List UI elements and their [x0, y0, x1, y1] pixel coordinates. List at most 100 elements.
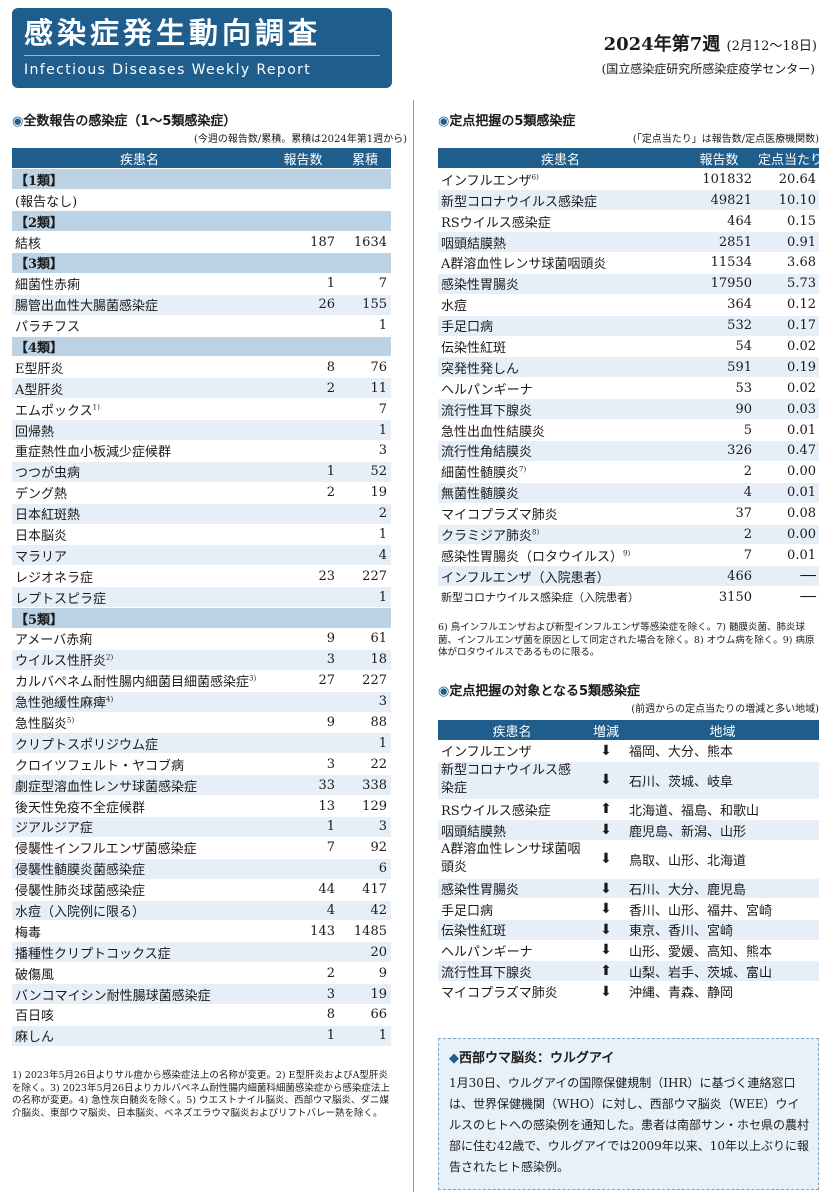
disease-name-text: 伝染性紅斑: [441, 340, 507, 356]
table-row: 劇症型溶血性レンサ球菌感染症 33 338: [12, 774, 391, 796]
per-sentinel: 0.08: [787, 506, 816, 522]
report-count: 13: [318, 798, 335, 814]
cumulative-count: 417: [362, 882, 387, 898]
disease-name-text: レプトスピラ症: [15, 591, 107, 607]
cumulative-count: 3: [378, 443, 387, 459]
disease-name: レプトスピラ症: [12, 586, 267, 608]
report-count: 33: [267, 774, 339, 796]
disease-name: パラチフス: [12, 315, 267, 336]
circle-bullet-icon: ◉: [438, 684, 450, 699]
disease-name-text: E型肝炎: [15, 361, 64, 377]
footnote-ref: 7): [519, 465, 527, 474]
news-text: 1月30日、ウルグアイの国際保健規制（IHR）に基づく連絡窓口は、世界保健機関（…: [449, 1076, 810, 1174]
table-row: ヘルパンギーナ ⬇ 山形、愛媛、高知、熊本: [438, 940, 819, 961]
disease-name: 新型コロナウイルス感染症: [438, 761, 586, 800]
table-row: アメーバ赤痢 9 61: [12, 628, 391, 650]
table-row: 新型コロナウイルス感染症 ⬇ 石川、茨城、岐阜: [438, 761, 819, 800]
report-count: 2: [683, 524, 755, 545]
cumulative-count: 1: [339, 732, 391, 754]
report-count: 3150: [718, 589, 752, 605]
table-row: 急性出血性結膜炎 5 0.01: [438, 420, 819, 441]
disease-name-text: 手足口病: [441, 320, 494, 336]
disease-name: マイコプラズマ肺炎: [438, 503, 683, 524]
disease-name-text: 回帰熱: [15, 424, 55, 440]
disease-name: クリプトスポリジウム症: [12, 732, 267, 754]
trend-section-note: (前週からの定点当たりの増減と多い地域): [631, 704, 819, 715]
report-count: [267, 503, 339, 525]
cumulative-count: 22: [370, 756, 387, 772]
table-row: デング熱 2 19: [12, 482, 391, 504]
trend-cell: ⬆: [586, 799, 626, 820]
arrow-down-icon: ⬇: [600, 742, 612, 759]
table-row: 日本紅斑熱 2: [12, 503, 391, 525]
disease-name-text: 感染性胃腸炎: [441, 883, 520, 899]
category-label: 【1類】: [12, 168, 391, 190]
table-row: 麻しん 1 1: [12, 1025, 391, 1047]
table-row: レプトスピラ症 1: [12, 586, 391, 608]
disease-name: インフルエンザ: [438, 741, 586, 762]
table-row: 侵襲性インフルエンザ菌感染症 7 92: [12, 837, 391, 859]
region-list: 石川、茨城、岐阜: [626, 761, 819, 800]
report-count: [267, 732, 339, 754]
region-list: 山形、愛媛、高知、熊本: [629, 944, 773, 960]
disease-name: 咽頭結膜熱: [438, 819, 586, 841]
cumulative-count: 11: [339, 377, 391, 399]
report-count: 11534: [710, 255, 752, 271]
disease-name-text: A型肝炎: [15, 382, 64, 398]
category-row: 【5類】: [12, 607, 391, 629]
report-count: 54: [735, 338, 752, 354]
table-row: ヘルパンギーナ 53 0.02: [438, 378, 819, 399]
table-header-row: 疾患名 増減 地域: [438, 720, 819, 741]
disease-name-text: RSウイルス感染症: [441, 803, 551, 819]
disease-name-text: 侵襲性インフルエンザ菌感染症: [15, 842, 197, 858]
region-list: 北海道、福島、和歌山: [629, 803, 760, 819]
trend-cell: ⬇: [586, 741, 626, 762]
per-sentinel: 0.03: [755, 398, 819, 420]
per-sentinel: 0.00: [755, 524, 819, 545]
disease-name: 侵襲性肺炎球菌感染症: [12, 879, 267, 900]
col-header-region: 地域: [626, 720, 819, 741]
cumulative-count: 1634: [353, 234, 387, 250]
right-section-title: ◉定点把握の5類感染症: [438, 114, 576, 129]
footnote-ref: 9): [623, 549, 631, 558]
disease-name-text: A群溶血性レンサ球菌咽頭炎: [441, 257, 607, 273]
disease-name-text: 破傷風: [15, 967, 55, 983]
report-count: 143: [310, 923, 335, 939]
report-agency: (国立感染症研究所感染症疫学センター): [601, 62, 815, 76]
disease-name-text: 流行性耳下腺炎: [441, 965, 533, 981]
per-sentinel: 0.12: [787, 297, 816, 313]
trend-cell: ⬇: [586, 899, 626, 920]
cumulative-count: 3: [339, 691, 391, 713]
table-header-row: 疾患名 報告数 累積: [12, 148, 391, 169]
report-count: 26: [267, 294, 339, 316]
table-row: ウイルス性肝炎2) 3 18: [12, 649, 391, 671]
trend-cell: ⬇: [586, 940, 626, 961]
disease-name-text: 急性出血性結膜炎: [441, 424, 546, 440]
disease-name: インフルエンザ6): [438, 169, 683, 190]
table-row: 伝染性紅斑 ⬇ 東京、香川、宮崎: [438, 919, 819, 941]
circle-bullet-icon: ◉: [12, 114, 24, 129]
trend-table: 疾患名 増減 地域 インフルエンザ ⬇ 福岡、大分、熊本 新型コロナウイルス感染症 ⬇ 石…: [438, 720, 819, 1002]
disease-name: カルバペネム耐性腸内細菌目細菌感染症3): [12, 670, 267, 691]
cumulative-count: 1485: [353, 923, 387, 939]
disease-name: (報告なし): [12, 190, 267, 211]
disease-name-text: インフルエンザ: [441, 745, 532, 761]
report-count: 4: [267, 900, 339, 921]
report-count: 1: [267, 816, 339, 838]
per-sentinel: 0.00: [787, 464, 816, 480]
left-section-title: ◉全数報告の感染症（1～5類感染症）: [12, 114, 237, 129]
disease-name: アメーバ赤痢: [12, 628, 267, 649]
disease-name-text: 播種性クリプトコックス症: [15, 946, 171, 962]
table-row: A群溶血性レンサ球菌咽頭炎 ⬇ 鳥取、山形、北海道: [438, 840, 819, 879]
report-count: 49821: [683, 189, 755, 211]
report-week: 2024年第7週 (2月12～18日): [604, 30, 817, 56]
left-section-note: (今週の報告数/累積。累積は2024年第1週から): [194, 134, 407, 145]
table-header-row: 疾患名 報告数 定点当たり: [438, 148, 819, 169]
report-count: 7: [326, 840, 335, 856]
disease-name: レジオネラ症: [12, 566, 267, 587]
disease-name-text: RSウイルス感染症: [441, 215, 551, 231]
table-row: 破傷風 2 9: [12, 963, 391, 984]
report-count: 23: [318, 568, 335, 584]
table-row: 梅毒 143 1485: [12, 921, 391, 942]
table-row: 日本脳炎 1: [12, 524, 391, 545]
